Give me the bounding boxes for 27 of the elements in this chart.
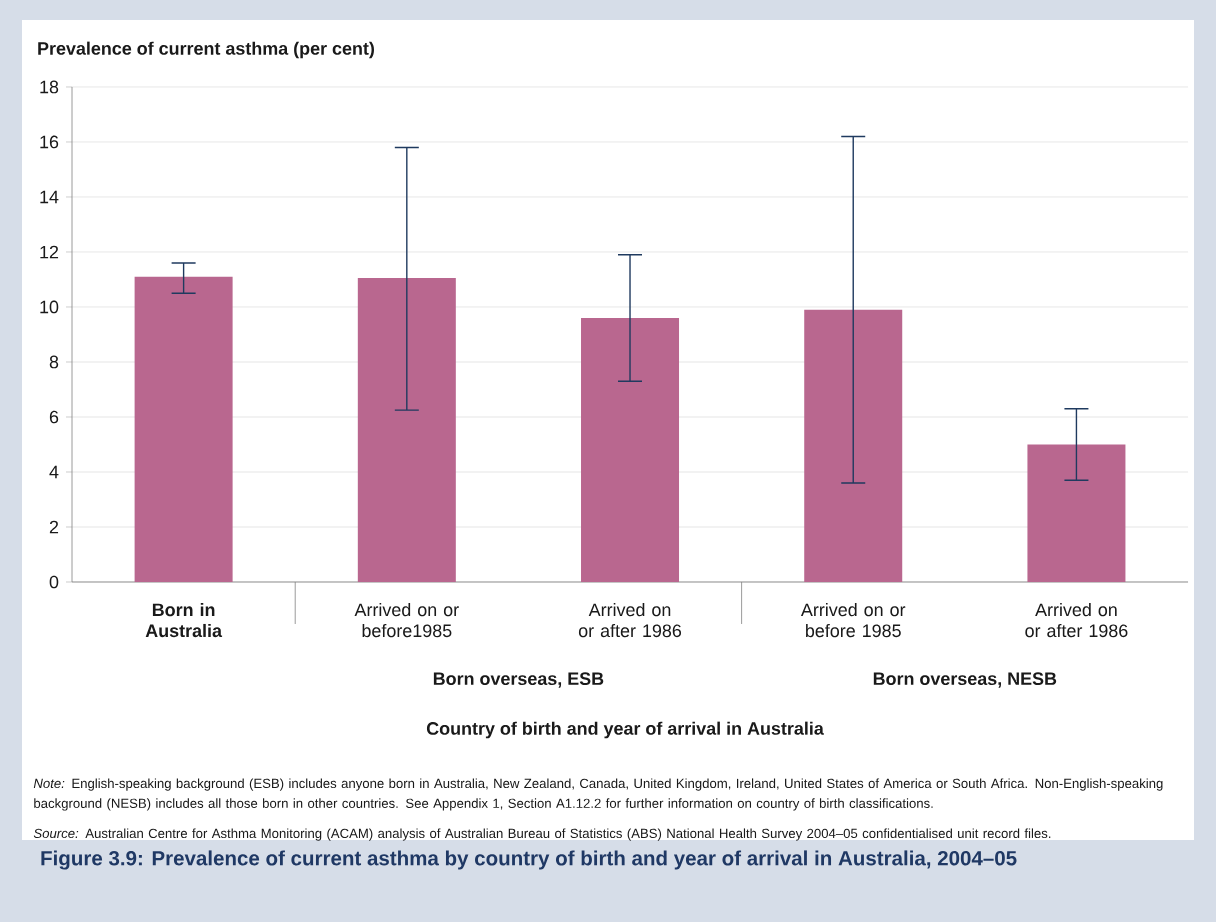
text: Born overseas, ESB [433,672,604,688]
x-tick-label: Arrived on or before 1985 [800,603,906,638]
y-tick-label: 16 [40,135,59,149]
y-tick-label: 10 [40,300,59,314]
y-axis-title: Prevalence of current asthma (per cent) [38,41,374,59]
x-tick-label: Arrived on or before1985 [354,603,459,638]
x-tick-label: Arrived on or after 1986 [578,603,682,638]
y-tick-label: 2 [49,520,59,534]
y-tick-label: 4 [49,465,59,479]
text: Figure 3.9: Prevalence of current asthma by country of birth and year of arrival in Australia, 2004–05 [41,850,1017,870]
y-tick-label: 6 [49,410,59,424]
bar [581,317,680,582]
y-tick-label: 18 [40,80,59,94]
text: Born overseas, NESB [873,672,1057,688]
y-tick-label: 12 [40,245,59,259]
bar [1027,444,1126,582]
text: Source: Australian Centre for Asthma Monitoring (ACAM) analysis of Australian Bureau of Statistics (ABS) National Health Survey 2004–05 confidentialised unit record files. [33,828,1051,841]
bar [357,278,456,582]
x-tick-label: Born in Australia [145,603,223,638]
x-tick-label: Arrived on or after 1986 [1025,603,1128,638]
x-axis-title: Country of birth and year of arrival in Australia [426,721,824,739]
y-tick-label: 14 [40,190,59,204]
bar [804,309,903,582]
y-tick-label: 0 [49,575,59,589]
y-tick-label: 8 [49,355,59,369]
bar [134,276,233,582]
text: Note: English-speaking background (ESB) includes anyone born in Australia, New Zealand, Canada, United Kingdom, Ireland, United States of America or South Africa. Non-English-speaking background (NESB) includes all those born in other countries. See Appendix 1, Section A1.12.2 for further information on country of birth classifications. [33,778,1163,811]
